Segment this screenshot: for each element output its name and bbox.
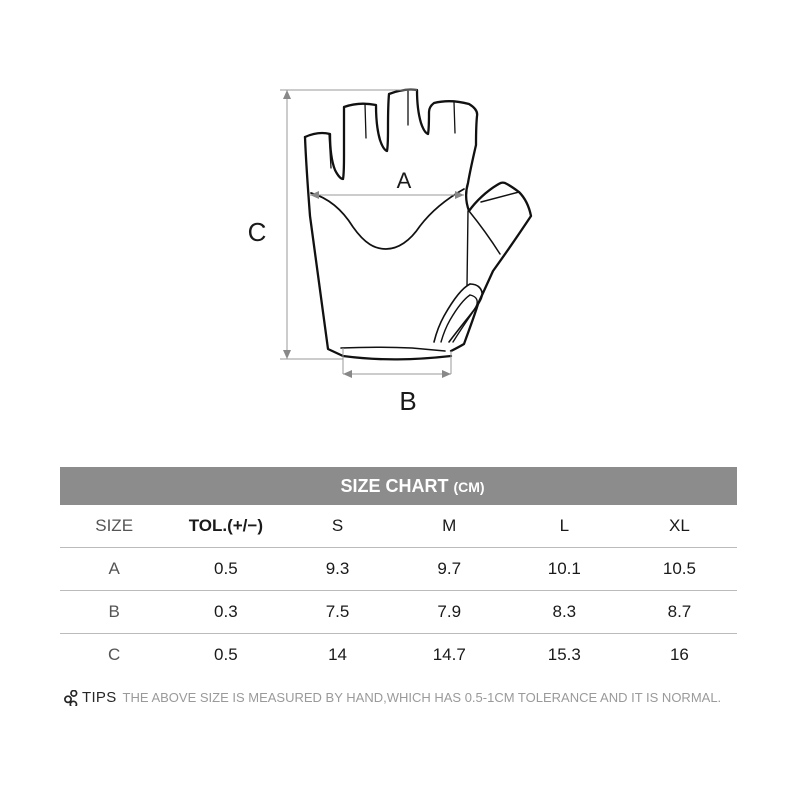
- svg-text:C: C: [248, 217, 267, 247]
- svg-text:B: B: [399, 386, 416, 416]
- svg-text:A: A: [397, 168, 412, 193]
